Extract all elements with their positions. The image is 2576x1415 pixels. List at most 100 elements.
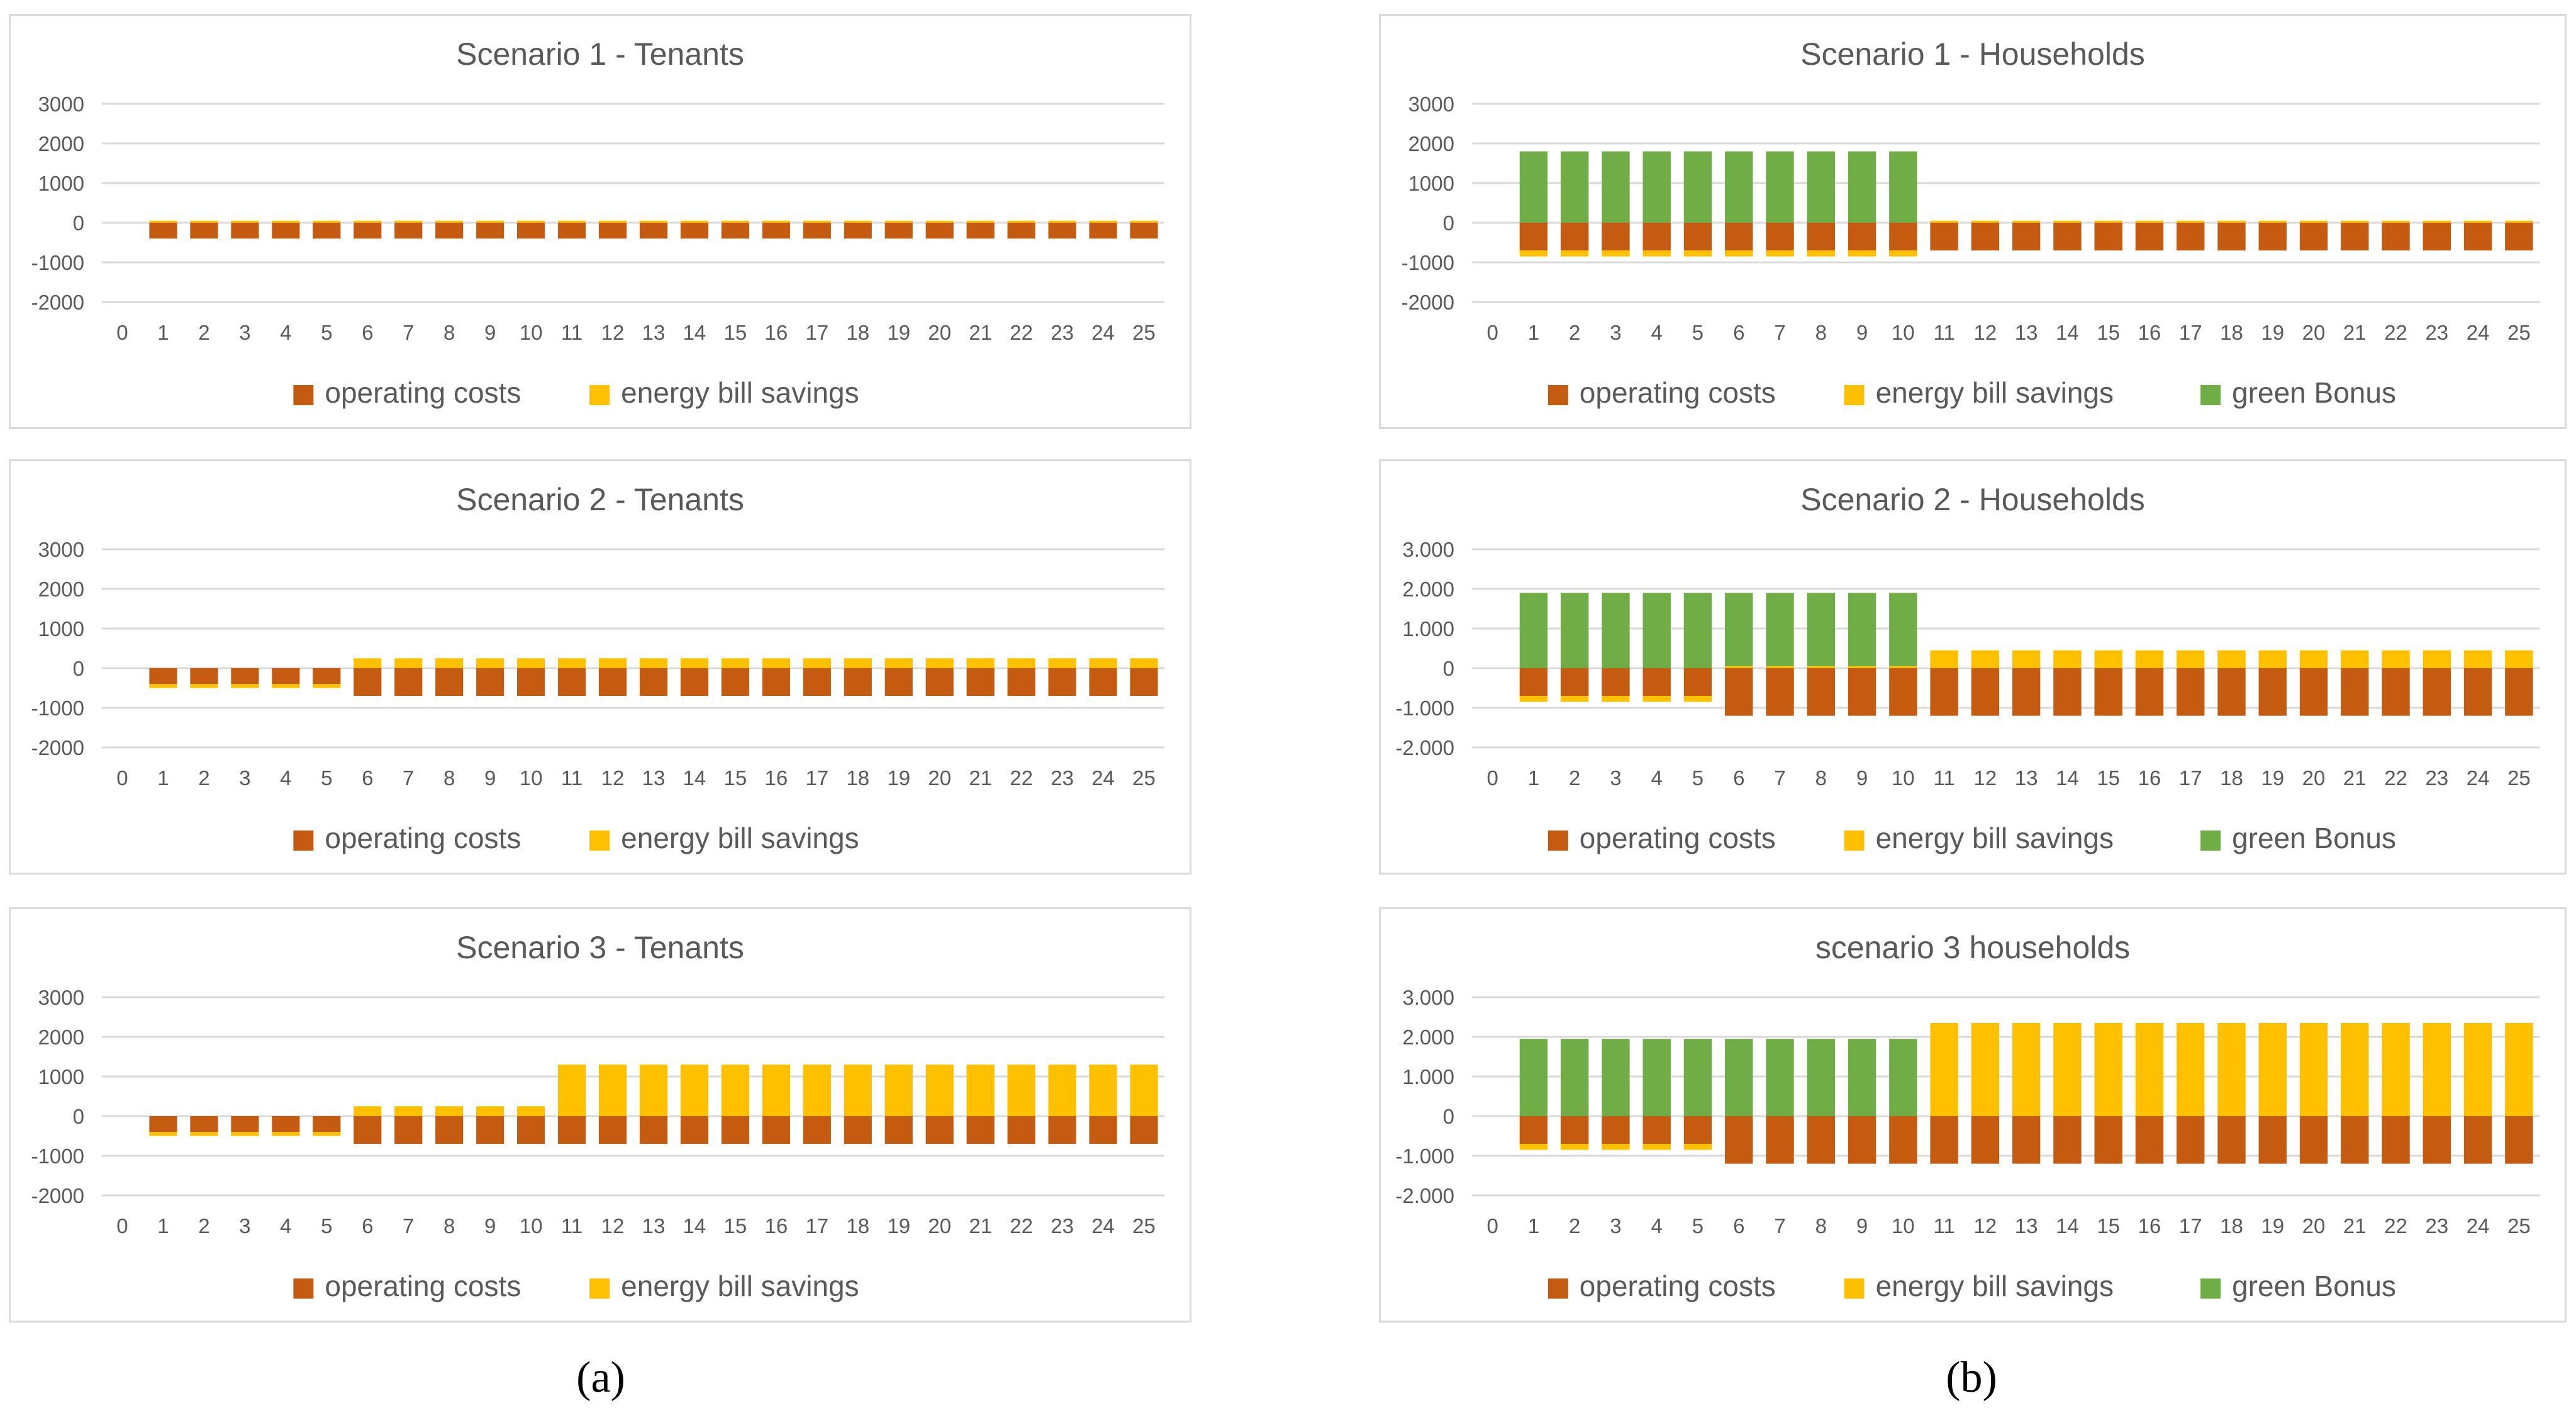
x-tick-label: 10 [520,1214,543,1238]
chart-title: Scenario 2 - Households [1800,482,2145,517]
bar-operating [2299,1116,2328,1164]
legend-swatch-savings [1844,831,1865,851]
bar-operating [1089,223,1117,239]
bar-operating [844,223,872,239]
x-tick-label: 22 [1010,766,1033,790]
bar-savings [680,658,709,668]
bar-savings [2012,650,2041,668]
x-tick-label: 20 [2302,321,2326,344]
chart-title: scenario 3 households [1815,930,2130,965]
bar-operating [1889,223,1917,251]
bar-savings [1048,1065,1076,1116]
bar-savings [2258,220,2287,223]
bar-operating [844,1116,872,1144]
y-tick-label: 0 [1443,657,1454,680]
bar-operating [557,668,586,696]
x-tick-label: 6 [1733,766,1744,790]
x-tick-label: 0 [116,1214,128,1238]
bar-operating [803,223,831,239]
bar-savings [435,220,464,223]
legend-swatch-operating [293,385,314,405]
bar-savings [1519,250,1548,257]
bar-operating [2094,223,2122,251]
bar-savings [966,658,995,668]
x-tick-label: 0 [116,766,128,790]
bar-operating [231,223,259,239]
bar-savings [2423,650,2451,668]
bar-savings [680,220,709,223]
bar-bonus [1725,151,1753,223]
bar-savings [1560,250,1589,257]
y-tick-label: 1000 [38,617,84,640]
y-tick-label: 3.000 [1402,986,1454,1009]
x-tick-label: 22 [2384,1214,2407,1238]
bar-savings [639,1065,668,1116]
x-tick-label: 4 [280,1214,291,1238]
bar-operating [844,668,872,696]
bar-operating [639,223,668,239]
bar-savings [517,220,545,223]
bar-bonus [1683,151,1712,223]
bar-operating [598,223,627,239]
bar-savings [1007,1065,1035,1116]
x-tick-label: 1 [157,321,169,344]
legend-swatch-savings [589,385,610,405]
x-tick-label: 16 [765,1214,788,1238]
bar-savings [2505,650,2533,668]
bar-operating [2382,668,2410,716]
legend-swatch-savings [589,831,610,851]
x-tick-label: 13 [642,766,666,790]
x-tick-label: 2 [198,766,209,790]
bar-operating [966,668,995,696]
y-tick-label: 3.000 [1402,538,1454,561]
bar-bonus [1519,1039,1548,1116]
bar-operating [2012,1116,2041,1164]
bar-operating [1602,668,1630,696]
bar-bonus [1602,593,1630,668]
bar-bonus [1519,593,1548,668]
x-tick-label: 24 [1091,321,1115,344]
legend-swatch-bonus [2200,385,2221,405]
bar-operating [231,1116,259,1133]
bar-operating [1048,1116,1076,1144]
x-tick-label: 12 [1974,321,1997,344]
bar-bonus [1683,593,1712,668]
bar-operating [2341,1116,2369,1164]
bar-operating [1642,1116,1671,1144]
bar-savings [272,1132,300,1136]
x-tick-label: 15 [2097,321,2120,344]
bar-operating [1766,223,1794,251]
x-tick-label: 9 [1856,1214,1868,1238]
bar-savings [1725,666,1753,668]
bar-operating [1971,1116,2000,1164]
bar-savings [2177,1022,2205,1116]
chart-svg-s3h: scenario 3 households 3.000 2.000 1.000 0 -1.… [1395,930,2540,1302]
bar-savings [1807,250,1835,257]
bar-savings [1048,658,1076,668]
bar-bonus [1683,1039,1712,1116]
bar-operating [476,1116,505,1144]
bar-operating [1642,668,1671,696]
bar-operating [435,223,464,239]
bar-savings [2505,220,2533,223]
chart-svg-s1t: Scenario 1 - Tenants 3000 2000 1000 0 -1000 -2… [31,36,1164,409]
bar-savings [925,1065,954,1116]
bar-savings [1519,1144,1548,1150]
bar-savings [598,220,627,223]
bar-operating [1602,1116,1630,1144]
x-tick-label: 4 [1651,1214,1663,1238]
bar-savings [2217,220,2246,223]
y-tick-label: -2.000 [1395,736,1454,759]
bar-bonus [1889,593,1917,666]
chart-panel-s1t: Scenario 1 - Tenants 3000 2000 1000 0 -1000 -2… [9,14,1191,429]
bar-savings [2382,220,2410,223]
bar-savings [803,1065,831,1116]
bar-savings [313,1132,341,1136]
bar-operating [2423,1116,2451,1164]
x-tick-label: 9 [484,321,496,344]
bar-operating [721,223,749,239]
bar-savings [1007,220,1035,223]
bar-operating [2341,668,2369,716]
bar-bonus [1602,151,1630,223]
bar-operating [476,223,505,239]
